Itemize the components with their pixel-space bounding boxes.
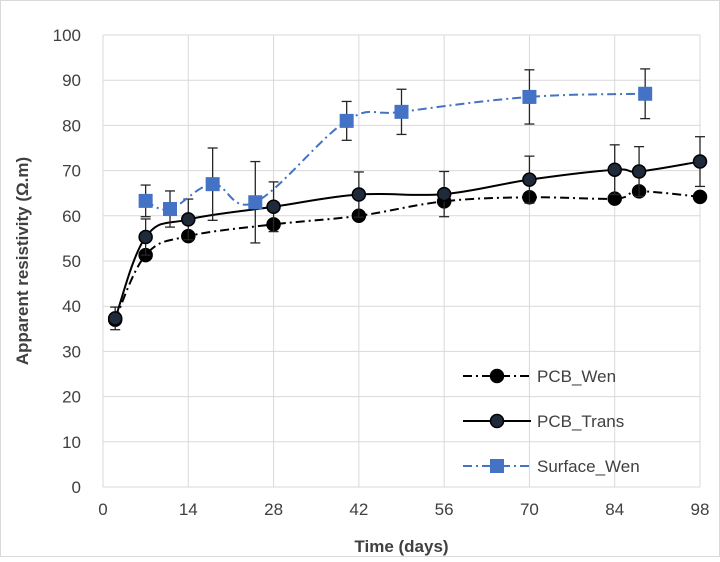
y-tick-label: 90 [62,71,81,90]
legend-label: PCB_Wen [537,367,616,386]
legend-marker [490,459,504,473]
data-point [339,113,354,128]
data-point [394,104,409,119]
y-tick-label: 60 [62,207,81,226]
series-line [114,190,701,321]
data-point [436,186,452,202]
data-point [107,311,123,326]
data-point [692,189,708,205]
x-tick-label: 28 [264,500,283,519]
legend-entry: PCB_Trans [463,412,624,431]
y-tick-label: 10 [62,433,81,452]
x-tick-label: 42 [349,500,368,519]
legend-entry: Surface_Wen [463,457,640,476]
x-tick-label: 56 [435,500,454,519]
x-tick-label: 14 [179,500,198,519]
legend-label: Surface_Wen [537,457,640,476]
tick-labels: 0 10 20 30 40 50 60 70 80 90 100 0 14 28 42 56 70 84 98 [53,26,710,519]
data-point [266,199,281,215]
legend-marker [489,413,505,429]
data-point [692,154,708,169]
legend-marker [489,368,505,384]
y-tick-label: 20 [62,388,81,407]
x-tick-label: 0 [98,500,107,519]
x-tick-label: 84 [605,500,624,519]
series-pcb-trans [107,136,708,331]
series-surface-wen [138,68,653,244]
x-tick-label: 98 [691,500,710,519]
x-axis-title: Time (days) [354,537,448,556]
legend-label: PCB_Trans [537,412,624,431]
data-point [522,89,537,104]
y-tick-label: 80 [62,116,81,135]
data-point [607,162,622,177]
data-point [181,212,196,227]
grid [102,34,701,488]
y-tick-label: 0 [72,478,81,497]
y-axis-title: Apparent resistivity (Ω.m) [13,157,32,365]
x-tick-label: 70 [520,500,539,519]
data-point [631,164,647,179]
y-tick-label: 40 [62,297,81,316]
data-point [138,229,153,245]
y-tick-label: 100 [53,26,81,45]
series-line [145,92,646,211]
y-tick-label: 50 [62,252,81,271]
series-line [114,160,701,319]
data-point [205,177,220,192]
legend-entry: PCB_Wen [463,367,616,386]
series [107,68,708,331]
data-point [522,172,537,187]
y-tick-label: 30 [62,342,81,361]
data-point [248,195,263,210]
data-point [163,202,178,217]
data-point [351,187,367,202]
data-point [638,86,653,101]
legend: PCB_Wen PCB_Trans Surface_Wen [463,367,640,476]
data-point [138,193,153,208]
y-tick-label: 70 [62,162,81,181]
